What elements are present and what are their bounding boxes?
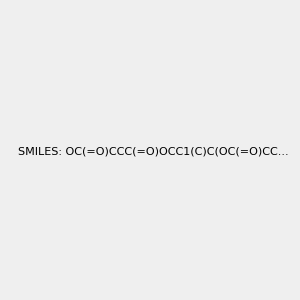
Text: SMILES: OC(=O)CCC(=O)OCC1(C)C(OC(=O)CC...: SMILES: OC(=O)CCC(=O)OCC1(C)C(OC(=O)CC..… xyxy=(18,146,289,157)
